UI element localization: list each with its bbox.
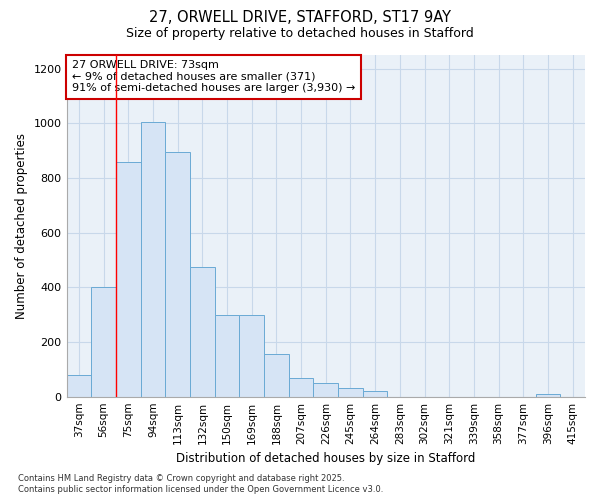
Bar [91,288,116,397]
Text: Contains HM Land Registry data © Crown copyright and database right 2025.
Contai: Contains HM Land Registry data © Crown c… [18,474,383,494]
Text: 27, ORWELL DRIVE, STAFFORD, ST17 9AY: 27, ORWELL DRIVE, STAFFORD, ST17 9AY [149,10,451,25]
Bar [338,388,363,396]
Bar [536,394,560,396]
Bar [116,162,140,396]
Bar [239,314,264,396]
Bar [67,375,91,396]
Bar [313,383,338,396]
Bar [264,354,289,397]
Y-axis label: Number of detached properties: Number of detached properties [15,133,28,319]
Bar [190,267,215,396]
Text: Size of property relative to detached houses in Stafford: Size of property relative to detached ho… [126,28,474,40]
Bar [165,152,190,396]
X-axis label: Distribution of detached houses by size in Stafford: Distribution of detached houses by size … [176,452,475,465]
Bar [289,378,313,396]
Bar [140,122,165,396]
Text: 27 ORWELL DRIVE: 73sqm
← 9% of detached houses are smaller (371)
91% of semi-det: 27 ORWELL DRIVE: 73sqm ← 9% of detached … [72,60,355,94]
Bar [363,391,388,396]
Bar [215,314,239,396]
